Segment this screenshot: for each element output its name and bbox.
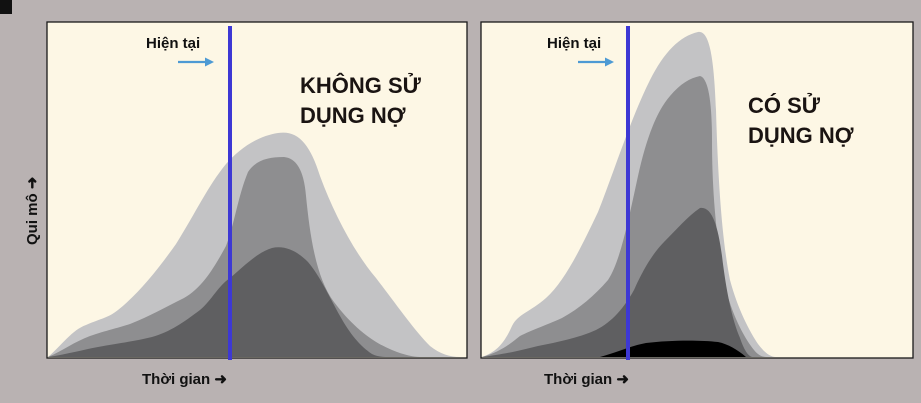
x-axis-label: Thời gian ➜: [544, 371, 629, 388]
panel-title-line-2: DỤNG NỢ: [300, 103, 406, 128]
present-label: Hiện tại: [146, 35, 200, 52]
layer-inner: [48, 247, 390, 357]
panel-with-debt-frame: [480, 21, 914, 359]
y-axis-label: Qui mô ➜: [24, 177, 41, 245]
panel-without-debt: Hiện tại KHÔNG SỬ DỤNG NỢ Thời gian ➜: [46, 21, 468, 388]
present-arrow-icon: [178, 57, 214, 67]
panel-title-line-1: CÓ SỬ: [748, 93, 821, 118]
corner-artifact: [0, 0, 12, 14]
panel-title-line-1: KHÔNG SỬ: [300, 73, 422, 98]
layer-inner: [482, 207, 752, 357]
panel-without-debt-frame: [46, 21, 468, 359]
present-arrow-icon: [578, 57, 614, 67]
panel-with-debt: Hiện tại CÓ SỬ DỤNG NỢ Thời gian ➜: [480, 21, 914, 388]
x-axis-label: Thời gian ➜: [142, 371, 227, 388]
panel-title-line-2: DỤNG NỢ: [748, 123, 854, 148]
present-label: Hiện tại: [547, 35, 601, 52]
layer-core: [600, 340, 746, 357]
